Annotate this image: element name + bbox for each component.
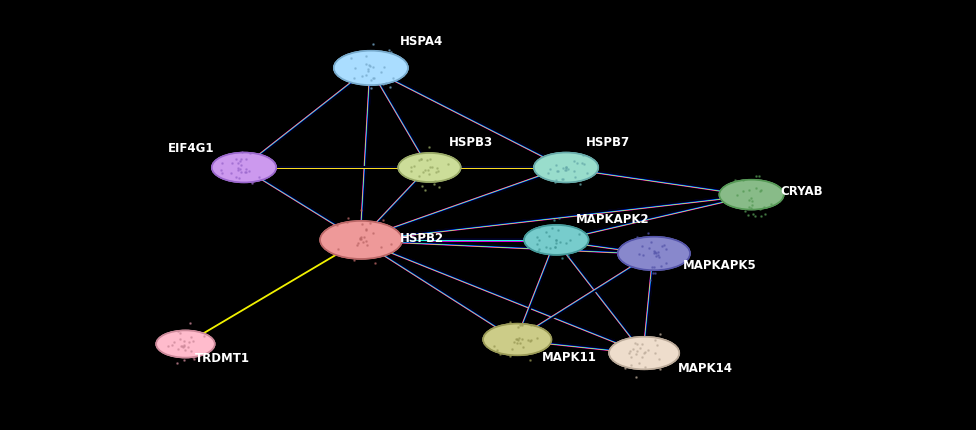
- Circle shape: [524, 225, 589, 255]
- Text: MAPK11: MAPK11: [542, 351, 596, 364]
- Text: TRDMT1: TRDMT1: [195, 352, 250, 365]
- Circle shape: [156, 330, 215, 358]
- Text: HSPB7: HSPB7: [586, 136, 630, 149]
- Circle shape: [618, 237, 690, 270]
- Text: CRYAB: CRYAB: [781, 184, 824, 197]
- Circle shape: [334, 51, 408, 85]
- Text: MAPKAPK5: MAPKAPK5: [683, 259, 757, 272]
- Circle shape: [398, 153, 461, 182]
- Text: HSPB3: HSPB3: [449, 136, 493, 149]
- Text: MAPK14: MAPK14: [678, 362, 733, 375]
- Circle shape: [609, 337, 679, 369]
- Text: HSPB2: HSPB2: [400, 232, 444, 245]
- Text: MAPKAPK2: MAPKAPK2: [576, 213, 649, 226]
- Circle shape: [320, 221, 402, 259]
- Text: HSPA4: HSPA4: [400, 34, 443, 48]
- Circle shape: [534, 153, 598, 182]
- Circle shape: [483, 324, 551, 355]
- Circle shape: [719, 180, 784, 209]
- Text: EIF4G1: EIF4G1: [168, 142, 215, 155]
- Circle shape: [212, 153, 276, 182]
